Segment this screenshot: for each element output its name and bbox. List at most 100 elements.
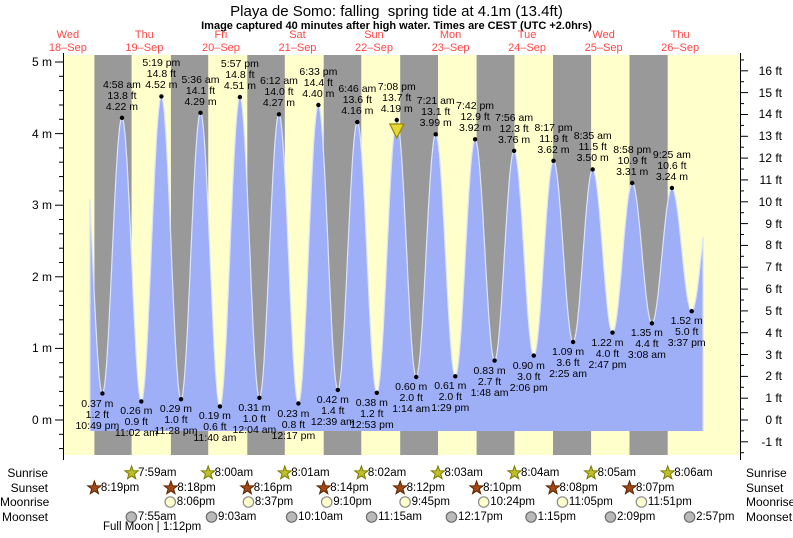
tide-label-line: 14.4 ft bbox=[303, 76, 333, 89]
tide-label-line: 11.9 ft bbox=[539, 132, 568, 145]
sunrise-icon bbox=[583, 464, 600, 480]
full-moon-note: Full Moon | 1:12pm bbox=[103, 521, 202, 533]
moonset-icon bbox=[683, 511, 696, 523]
moonrise-icon bbox=[635, 496, 648, 508]
day-label: Thu 26–Sep bbox=[647, 29, 713, 55]
tide-point-dot bbox=[159, 94, 164, 99]
high-tide-label: 6:46 am 13.6 ft 4.16 m bbox=[338, 84, 376, 117]
sunset-time: 8:12pm bbox=[406, 482, 446, 494]
tide-label-line: 8:35 am bbox=[573, 130, 612, 143]
moonset-row-label-right: Moonset bbox=[746, 510, 793, 524]
tide-label-line: 11:28 pm bbox=[154, 425, 198, 438]
tide-label-line: 1.09 m bbox=[551, 345, 585, 358]
sunrise-time: 7:59am bbox=[138, 467, 177, 479]
tide-label-line: 11:40 am bbox=[193, 432, 237, 445]
day-label-line: Thu bbox=[134, 29, 154, 41]
high-tide-label: 8:17 pm 11.9 ft 3.62 m bbox=[535, 122, 573, 156]
tide-label-line: 3.6 ft bbox=[556, 356, 580, 369]
tide-label-line: 0.37 m bbox=[81, 397, 114, 410]
sunrise-time: 8:00am bbox=[214, 467, 254, 479]
tide-point-dot bbox=[433, 132, 438, 137]
tide-label-line: 0.31 m bbox=[238, 401, 271, 414]
low-tide-label: 1.35 m 4.4 ft 3:08 am bbox=[628, 328, 666, 361]
tide-label-line: 12:39 am bbox=[310, 415, 355, 428]
sunrise-icon bbox=[276, 464, 293, 480]
right-axis-tick-label: -1 ft bbox=[761, 434, 782, 449]
tide-label-line: 4.51 m bbox=[223, 80, 256, 93]
moonrise-icon bbox=[242, 496, 255, 508]
high-tide-label: 7:56 am 12.3 ft 3.76 m bbox=[495, 112, 533, 146]
tide-point-dot bbox=[590, 167, 595, 172]
sunset-time: 8:08pm bbox=[559, 482, 598, 494]
low-tide-label: 0.23 m 0.8 ft 12:17 pm bbox=[271, 408, 315, 442]
day-label: Mon 23–Sep bbox=[418, 29, 484, 55]
day-label-line: Mon bbox=[439, 29, 462, 41]
high-tide-label: 5:19 pm 14.8 ft 4.52 m bbox=[142, 58, 180, 91]
tide-point-dot bbox=[316, 102, 321, 108]
moonrise-time: 9:45pm bbox=[411, 496, 450, 508]
right-axis-tick-label: 11 ft bbox=[759, 172, 782, 187]
tide-label-line: 1:29 pm bbox=[431, 402, 470, 415]
tide-label-line: 3.31 m bbox=[616, 166, 649, 178]
tide-label-line: 5.0 ft bbox=[675, 326, 699, 339]
moonrise-icon bbox=[164, 496, 177, 508]
tide-label-line: 0.83 m bbox=[473, 364, 506, 377]
tide-point-dot bbox=[394, 117, 399, 123]
tide-label-line: 13.7 ft bbox=[382, 91, 412, 104]
moonset-time: 2:57pm bbox=[696, 511, 735, 523]
tide-point-dot bbox=[355, 119, 360, 125]
sunset-time: 8:07pm bbox=[636, 482, 675, 494]
tide-label-line: 0.8 ft bbox=[281, 418, 306, 431]
left-axis-tick-label: 5 m bbox=[31, 55, 52, 69]
moonrise-icon bbox=[399, 496, 411, 508]
high-tide-label: 5:36 am 14.1 ft 4.29 m bbox=[181, 73, 220, 108]
high-tide-label: 5:57 pm 14.8 ft 4.51 m bbox=[221, 59, 259, 92]
tide-point-dot bbox=[492, 358, 497, 363]
day-label-line: Thu bbox=[670, 29, 690, 41]
day-label: Tue 24–Sep bbox=[494, 29, 560, 55]
tide-label-line: 4:58 am bbox=[102, 78, 141, 91]
tide-point-dot bbox=[531, 353, 536, 358]
low-tide-label: 0.38 m 1.2 ft 12:53 pm bbox=[350, 396, 394, 431]
tide-label-line: 2.0 ft bbox=[438, 391, 462, 404]
high-tide-label: 4:58 am 13.8 ft 4.22 m bbox=[102, 78, 141, 113]
tide-label-line: 9:25 am bbox=[652, 149, 691, 162]
tide-point-dot bbox=[119, 115, 125, 121]
tide-label-line: 11:02 am bbox=[114, 427, 158, 440]
high-tide-label: 9:25 am 10.6 ft 3.24 m bbox=[653, 150, 691, 183]
tide-label-line: 14.0 ft bbox=[264, 86, 294, 99]
tide-label-line: 7:08 pm bbox=[377, 80, 416, 93]
sunset-icon bbox=[392, 479, 409, 495]
tide-point-dot bbox=[139, 399, 144, 404]
tide-label-line: 12.9 ft bbox=[460, 111, 490, 124]
tide-label-line: 2:06 pm bbox=[509, 381, 548, 394]
left-axis-tick-label: 0 m bbox=[31, 413, 52, 427]
low-tide-label: 0.42 m 1.4 ft 12:39 am bbox=[310, 394, 355, 428]
sunset-icon bbox=[162, 479, 179, 495]
tide-point-dot bbox=[257, 395, 262, 400]
day-label-line: 26–Sep bbox=[661, 42, 700, 54]
low-tide-label: 1.09 m 3.6 ft 2:25 am bbox=[549, 345, 587, 380]
tide-point-dot bbox=[472, 137, 478, 142]
day-label: Wed 25–Sep bbox=[571, 29, 637, 55]
sunset-row-label-right: Sunset bbox=[746, 481, 784, 495]
tide-label-line: 3.62 m bbox=[537, 143, 570, 156]
moonset-time: 2:09pm bbox=[616, 511, 656, 523]
tide-label-line: 5:19 pm bbox=[142, 57, 181, 70]
moonset-icon bbox=[604, 511, 617, 523]
sunset-icon bbox=[468, 479, 485, 495]
tide-label-line: 3.76 m bbox=[498, 133, 531, 146]
sunset-icon bbox=[621, 479, 638, 495]
tide-label-line: 10.6 ft bbox=[657, 160, 687, 173]
right-axis-tick-label: 7 ft bbox=[765, 260, 782, 275]
low-tide-label: 0.83 m 2.7 ft 1:48 am bbox=[471, 364, 509, 399]
high-tide-label: 8:58 pm 10.9 ft 3.31 m bbox=[613, 145, 651, 178]
low-tide-label: 0.26 m 0.9 ft 11:02 am bbox=[115, 406, 158, 439]
moonset-icon bbox=[125, 511, 138, 523]
moonset-time: 11:15am bbox=[378, 511, 423, 523]
tide-label-line: 5:36 am bbox=[181, 73, 220, 86]
high-tide-label: 8:35 am 11.5 ft 3.50 m bbox=[574, 131, 612, 164]
day-label-line: 19–Sep bbox=[125, 42, 164, 54]
tide-label-line: 3:08 am bbox=[627, 349, 666, 362]
tide-label-line: 0.38 m bbox=[355, 396, 388, 409]
